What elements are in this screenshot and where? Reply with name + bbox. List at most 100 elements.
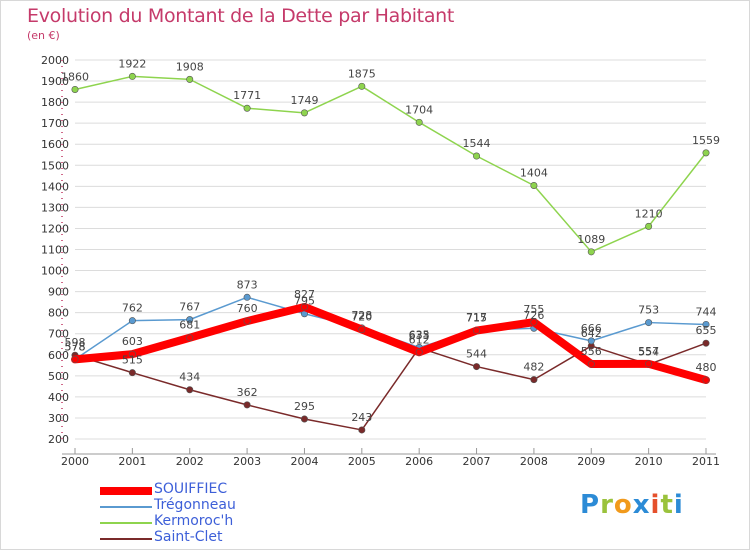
y-tick-label: 1300: [41, 201, 69, 214]
data-label: 762: [122, 302, 143, 315]
data-label: 755: [523, 303, 544, 316]
x-tick-label: 2002: [176, 455, 204, 468]
legend-label: Kermoroc'h: [154, 513, 234, 529]
data-point: [128, 72, 136, 80]
data-label: 1704: [405, 103, 433, 116]
data-label: 612: [409, 333, 430, 346]
data-label: 557: [638, 345, 659, 358]
data-label: 243: [351, 411, 372, 424]
data-point: [358, 326, 366, 334]
data-point: [645, 360, 653, 368]
y-tick-label: 2000: [41, 54, 69, 67]
data-label: 655: [696, 324, 717, 337]
data-label: 544: [466, 348, 487, 361]
data-label: 715: [466, 312, 487, 325]
data-label: 1908: [176, 60, 204, 73]
data-label: 556: [581, 345, 602, 358]
chart-title: Evolution du Montant de la Dette par Hab…: [27, 5, 455, 27]
proxiti-logo: Proxiti: [580, 490, 684, 520]
data-point: [71, 85, 79, 93]
legend-label: SOUIFFIEC: [154, 481, 228, 497]
data-label: 1749: [290, 94, 318, 107]
data-label: 728: [351, 309, 372, 322]
data-point: [473, 152, 481, 160]
data-label: 1404: [520, 166, 548, 179]
series-line-0: [71, 302, 710, 385]
legend-swatch: [100, 538, 152, 540]
data-label: 760: [237, 302, 258, 315]
data-point: [415, 118, 423, 126]
x-tick-label: 2010: [635, 455, 663, 468]
data-point: [702, 339, 710, 347]
y-tick-label: 1500: [41, 159, 69, 172]
y-tick-label: 200: [48, 433, 69, 446]
y-tick-label: 1800: [41, 96, 69, 109]
legend-swatch: [100, 487, 152, 495]
data-point: [645, 222, 653, 230]
data-label: 767: [179, 301, 200, 314]
legend-label: Trégonneau: [154, 497, 236, 513]
data-point: [645, 319, 653, 327]
data-point: [530, 181, 538, 189]
data-point: [71, 355, 79, 363]
data-point: [702, 149, 710, 157]
data-point: [530, 318, 538, 326]
data-label: 642: [581, 327, 602, 340]
data-label: 726: [523, 309, 544, 322]
data-point: [300, 109, 308, 117]
data-label: 434: [179, 371, 200, 384]
data-label: 554: [638, 345, 659, 358]
series-line-2: [74, 75, 707, 253]
data-label: 515: [122, 354, 143, 367]
data-point: [473, 327, 481, 335]
data-point: [186, 386, 194, 394]
data-label: 681: [179, 319, 200, 332]
data-point: [243, 401, 251, 409]
y-tick-label: 1100: [41, 244, 69, 257]
data-point: [243, 104, 251, 112]
data-point: [186, 316, 194, 324]
data-point: [300, 303, 308, 311]
data-label: 720: [351, 311, 372, 324]
x-tick-label: 2004: [290, 455, 318, 468]
data-label: 1210: [635, 207, 663, 220]
data-point: [243, 293, 251, 301]
data-label: 795: [294, 295, 315, 308]
data-point: [128, 369, 136, 377]
data-label: 666: [581, 322, 602, 335]
data-point: [473, 363, 481, 371]
y-tick-label: 600: [48, 349, 69, 362]
x-tick-label: 2003: [233, 455, 261, 468]
data-label: 480: [696, 361, 717, 374]
x-tick-label: 2000: [61, 455, 89, 468]
data-point: [587, 337, 595, 345]
data-label: 744: [696, 305, 717, 318]
y-tick-label: 900: [48, 286, 69, 299]
y-tick-label: 500: [48, 370, 69, 383]
data-point: [530, 376, 538, 384]
x-tick-label: 2005: [348, 455, 376, 468]
data-point: [702, 376, 710, 384]
y-tick-label: 800: [48, 307, 69, 320]
data-point: [128, 317, 136, 325]
legend-label: Saint-Clet: [154, 529, 223, 545]
y-tick-label: 1700: [41, 117, 69, 130]
data-label: 1860: [61, 70, 89, 83]
y-tick-label: 1200: [41, 222, 69, 235]
y-tick-label: 400: [48, 391, 69, 404]
data-label: 295: [294, 400, 315, 413]
series-line-3: [74, 342, 707, 431]
data-point: [702, 320, 710, 328]
x-tick-label: 2008: [520, 455, 548, 468]
data-label: 753: [638, 304, 659, 317]
data-point: [300, 415, 308, 423]
data-point: [358, 426, 366, 434]
data-label: 1875: [348, 67, 376, 80]
data-label: 633: [409, 329, 430, 342]
y-tick-label: 1400: [41, 180, 69, 193]
data-point: [128, 350, 136, 358]
data-point: [243, 317, 251, 325]
data-label: 873: [237, 278, 258, 291]
legend-swatch: [100, 506, 152, 508]
x-tick-label: 2001: [118, 455, 146, 468]
